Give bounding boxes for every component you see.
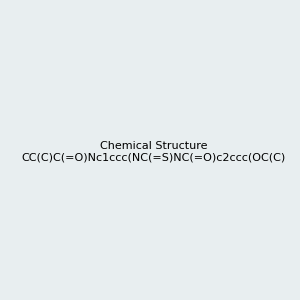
Text: Chemical Structure
CC(C)C(=O)Nc1ccc(NC(=S)NC(=O)c2ccc(OC(C): Chemical Structure CC(C)C(=O)Nc1ccc(NC(=… (22, 141, 286, 162)
